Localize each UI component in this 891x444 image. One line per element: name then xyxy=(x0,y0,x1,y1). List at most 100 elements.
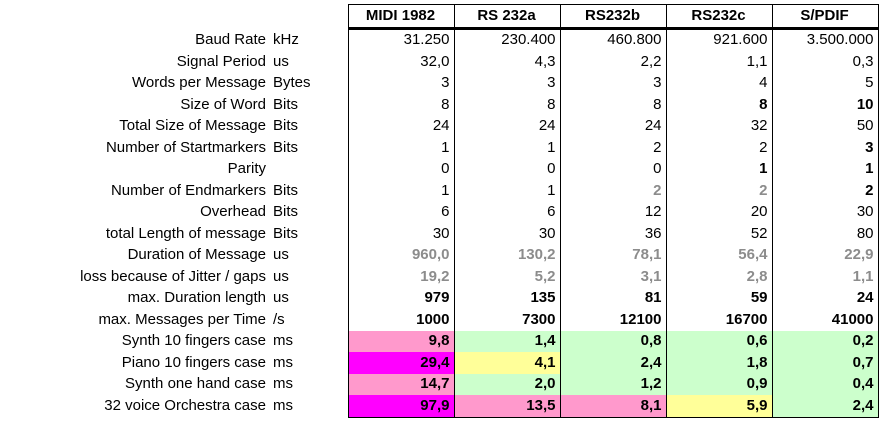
header-unit-blank xyxy=(270,5,348,29)
value-cell: 8 xyxy=(453,94,561,116)
value-cell: 2,4 xyxy=(559,352,667,374)
column-header: S/PDIF xyxy=(771,4,879,30)
value-cell: 0,9 xyxy=(665,373,773,395)
value-cell: 56,4 xyxy=(665,244,773,266)
table-row: 32 voice Orchestra case ms 97,9 13,5 8,1 5,9 2… xyxy=(0,395,879,418)
row-label: Piano 10 fingers case xyxy=(121,353,266,371)
value-cell: 0,7 xyxy=(771,352,879,374)
row-unit xyxy=(270,159,348,181)
value-cell: 8,1 xyxy=(559,395,667,418)
column-header: RS232c xyxy=(665,4,773,30)
value-cell: 0,8 xyxy=(559,330,667,352)
value-cell: 29,4 xyxy=(347,352,455,374)
value-cell: 7300 xyxy=(453,309,561,331)
row-label: max. Duration length xyxy=(127,289,266,307)
table-row: Number of Startmarkers Bits 1 1 2 2 3 xyxy=(0,137,879,159)
value-cell: 2 xyxy=(665,137,773,159)
value-cell: 2,4 xyxy=(771,395,879,418)
value-cell: 3 xyxy=(453,72,561,94)
row-label: Parity xyxy=(227,160,266,178)
value-cell: 24 xyxy=(347,115,455,137)
table-body: MIDI 1982 RS 232a RS232b RS232c S/PDIF B… xyxy=(0,4,879,418)
value-cell: 8 xyxy=(665,94,773,116)
value-cell: 0,2 xyxy=(771,330,879,352)
value-cell: 24 xyxy=(771,287,879,309)
table-row: Words per Message Bytes 3 3 3 4 5 xyxy=(0,72,879,94)
value-cell: 2,8 xyxy=(665,266,773,288)
value-cell: 960,0 xyxy=(347,244,455,266)
row-label: Words per Message xyxy=(132,74,266,92)
value-cell: 59 xyxy=(665,287,773,309)
value-cell: 30 xyxy=(771,201,879,223)
value-cell: 14,7 xyxy=(347,373,455,395)
row-label: total Length of message xyxy=(105,224,266,242)
row-label: Duration of Message xyxy=(127,246,266,264)
value-cell: 32,0 xyxy=(347,51,455,73)
value-cell: 24 xyxy=(559,115,667,137)
value-cell: 6 xyxy=(453,201,561,223)
row-label: loss because of Jitter / gaps xyxy=(80,267,266,285)
row-unit: Bits xyxy=(273,181,299,199)
value-cell: 1,1 xyxy=(665,51,773,73)
value-cell: 230.400 xyxy=(453,27,561,51)
row-label: Number of Endmarkers xyxy=(110,181,266,199)
value-cell: 12 xyxy=(559,201,667,223)
row-unit: Bits xyxy=(273,224,299,242)
value-cell: 13,5 xyxy=(453,395,561,418)
value-cell: 32 xyxy=(665,115,773,137)
value-cell: 979 xyxy=(347,287,455,309)
column-header: MIDI 1982 xyxy=(347,4,455,30)
table-row: Total Size of Message Bits 24 24 24 32 50 xyxy=(0,115,879,137)
table-row: Piano 10 fingers case ms 29,4 4,1 2,4 1,8 0,7 xyxy=(0,352,879,374)
value-cell: 36 xyxy=(559,223,667,245)
column-header: RS232b xyxy=(559,4,667,30)
value-cell: 0 xyxy=(453,158,561,180)
value-cell: 3,1 xyxy=(559,266,667,288)
value-cell: 0,4 xyxy=(771,373,879,395)
value-cell: 460.800 xyxy=(559,27,667,51)
table-row: Synth one hand case ms 14,7 2,0 1,2 0,9 0,4 xyxy=(0,373,879,395)
value-cell: 1 xyxy=(665,158,773,180)
row-label: Baud Rate xyxy=(195,30,266,48)
value-cell: 81 xyxy=(559,287,667,309)
value-cell: 0 xyxy=(347,158,455,180)
value-cell: 41000 xyxy=(771,309,879,331)
row-label: Number of Startmarkers xyxy=(105,138,266,156)
table-row: Baud Rate kHz 31.250 230.400 460.800 921.600 3… xyxy=(0,27,879,51)
row-unit: us xyxy=(273,246,289,264)
table-row: max. Messages per Time/s 1000 7300 12100 167… xyxy=(0,309,879,331)
row-label: 32 voice Orchestra case xyxy=(104,397,266,414)
value-cell: 50 xyxy=(771,115,879,137)
value-cell: 130,2 xyxy=(453,244,561,266)
value-cell: 97,9 xyxy=(347,395,455,418)
table-row: Duration of Message us 960,0 130,2 78,1 56,4 2… xyxy=(0,244,879,266)
row-unit: us xyxy=(273,289,289,307)
value-cell: 12100 xyxy=(559,309,667,331)
value-cell: 31.250 xyxy=(347,27,455,51)
row-unit: Bits xyxy=(273,95,299,113)
value-cell: 20 xyxy=(665,201,773,223)
value-cell: 8 xyxy=(559,94,667,116)
value-cell: 2 xyxy=(559,180,667,202)
row-unit: Bits xyxy=(273,203,299,221)
value-cell: 1 xyxy=(453,180,561,202)
value-cell: 3 xyxy=(347,72,455,94)
header-label-blank xyxy=(0,5,270,29)
value-cell: 30 xyxy=(453,223,561,245)
row-unit: Bytes xyxy=(273,74,311,92)
value-cell: 52 xyxy=(665,223,773,245)
value-cell: 4 xyxy=(665,72,773,94)
row-label: Synth one hand case xyxy=(125,375,266,393)
row-label: Size of Word xyxy=(180,95,266,113)
row-unit: ms xyxy=(273,353,293,371)
value-cell: 19,2 xyxy=(347,266,455,288)
value-cell: 10 xyxy=(771,94,879,116)
table-row: Number of Endmarkers Bits 1 1 2 2 2 xyxy=(0,180,879,202)
value-cell: 6 xyxy=(347,201,455,223)
value-cell: 30 xyxy=(347,223,455,245)
value-cell: 0 xyxy=(559,158,667,180)
row-unit: ms xyxy=(273,397,293,414)
table-row: Parity 0 0 0 1 1 xyxy=(0,158,879,181)
value-cell: 1 xyxy=(771,158,879,180)
value-cell: 2 xyxy=(665,180,773,202)
